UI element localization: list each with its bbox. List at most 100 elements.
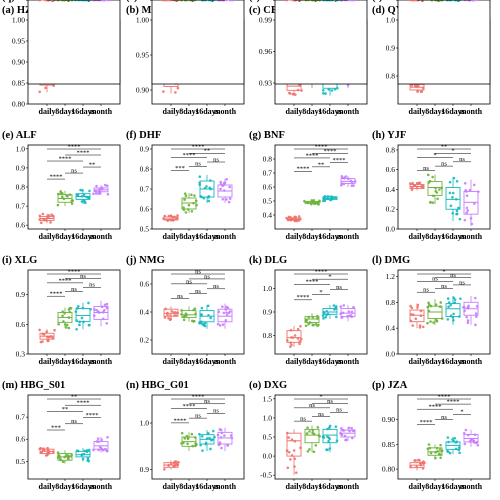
data-point [288,91,291,95]
data-point [287,436,290,439]
sig-label: ns [71,418,77,425]
data-point [327,439,330,443]
box-16days [445,176,462,222]
data-point [431,175,434,179]
box-daily [408,181,425,192]
y-tick-label: 0.8 [386,145,396,154]
data-point [57,192,60,196]
data-point [208,436,211,440]
x-tick-label-16days: 16days [195,107,219,116]
data-point [454,0,458,2]
box-8days [180,306,197,323]
y-tick-label: 0.80 [12,100,25,109]
y-tick-label: 0.0 [386,225,396,234]
data-point [347,314,351,318]
data-point [455,179,459,183]
x-tick-label-16days: 16days [71,357,95,366]
data-point [53,328,56,332]
data-point [42,218,45,222]
data-point [225,198,228,201]
data-point [439,301,443,304]
data-point [224,319,228,322]
data-point [350,184,354,188]
data-point [446,318,450,321]
data-point [475,315,478,318]
y-tick-label: 0.7 [140,185,150,194]
data-point [326,197,329,200]
data-point [323,195,327,198]
data-point [106,436,109,439]
data-point [328,447,332,450]
data-point [345,438,348,442]
x-tick-label-16days: 16days [71,482,95,491]
data-point [427,181,431,184]
data-point [342,177,346,180]
sig-label: ns [441,283,447,290]
data-point [306,450,310,453]
data-point [473,433,477,437]
sig-label: * [451,148,454,155]
data-point [63,323,67,326]
data-point [223,434,226,437]
sig-label: **** [438,393,451,400]
data-point [440,186,443,190]
sig-label: **** [297,166,310,173]
x-tick-label-8days: 8days [302,357,322,366]
data-point [163,214,167,218]
data-point [435,446,439,450]
x-tick-label-16days: 16days [195,482,219,491]
data-point [324,92,327,95]
y-tick-label: 0.2 [386,205,396,214]
data-point [192,320,196,323]
panel-dxg: (o) DXG -0.5 0.0 0.5 1.0 1.5 daily 8days16daysm… [249,380,368,491]
data-point [105,184,109,188]
data-point [38,218,41,221]
data-point [322,92,325,95]
y-tick-label: 0.6 [140,280,150,289]
data-point [78,323,81,327]
data-point [467,306,470,309]
data-point [169,462,173,465]
data-point [420,0,424,2]
x-tick-label-daily: daily [286,107,303,116]
data-point [463,442,467,446]
data-point [342,182,346,186]
data-point [452,176,456,180]
sig-label: *** [316,0,326,2]
data-point [184,211,188,214]
data-point [185,434,189,438]
data-point [75,327,78,331]
data-point [285,431,289,435]
data-point [410,186,414,189]
panel-lca: (s) LCA0.50.70.9daily8days16daysmonth***… [249,0,368,85]
data-point [307,322,310,326]
panel-title: (p) JZA [372,380,408,391]
data-point [46,335,49,339]
sig-label: *** [51,424,61,431]
data-point [173,314,176,317]
data-point [451,196,454,199]
data-point [207,432,210,435]
sig-label: ns [300,416,306,423]
data-point [451,191,455,195]
data-point [419,314,423,317]
data-point [446,297,450,300]
x-tick-label-month: month [214,232,237,241]
data-point [219,436,223,439]
data-point [190,0,194,2]
sig-label: **** [324,148,337,155]
data-point [449,314,453,318]
data-point [350,315,354,318]
data-point [457,206,460,210]
data-point [92,308,96,311]
data-point [304,319,308,323]
box-16days [321,304,338,320]
y-tick-label: 0.2 [140,336,150,345]
data-point [106,192,110,196]
data-point [326,0,329,2]
data-point [340,182,344,185]
data-point [167,214,171,218]
data-point [429,304,433,308]
data-point [198,175,202,178]
data-point [50,213,53,217]
